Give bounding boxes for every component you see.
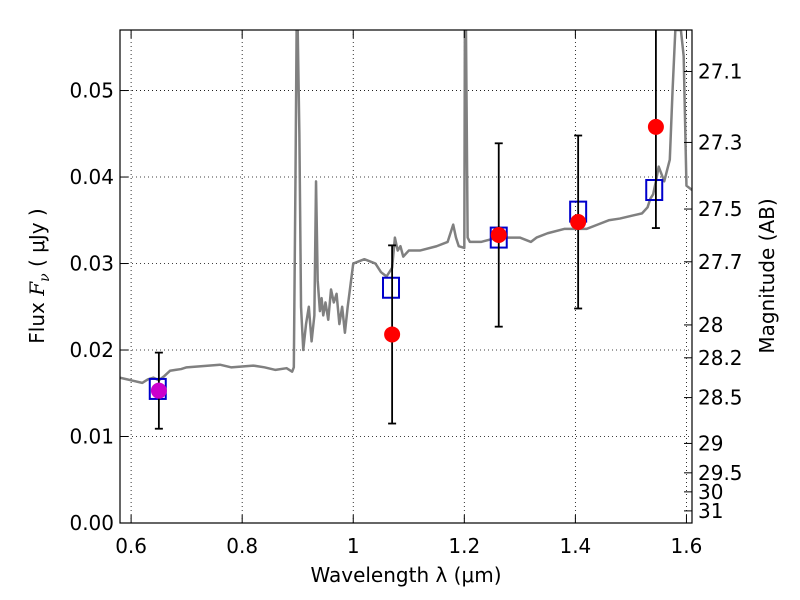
y-axis-title-units: ( μJy ): [25, 208, 49, 273]
right-tick-label: 29: [698, 431, 723, 455]
axis-ticks: 0.6 0.8 1 1.2 1.4 1.6 0.00 0.01 0.02 0.03 0.04 0.05…: [69, 30, 743, 558]
right-tick-label: 27.5: [698, 197, 743, 221]
right-tick-label: 27.1: [698, 60, 743, 84]
x-tick-label: 1.6: [671, 534, 703, 558]
y-tick-label: 0.00: [69, 511, 114, 535]
x-tick-label: 0.6: [115, 534, 147, 558]
sed-model-line: [120, 30, 692, 385]
right-tick-label: 27.3: [698, 130, 743, 154]
observed-photometry-point: [490, 226, 507, 243]
right-tick-label: 30: [698, 480, 723, 504]
right-tick-label: 27.7: [698, 250, 743, 274]
observed-photometry-point: [150, 382, 167, 399]
right-tick-label: 28: [698, 313, 723, 337]
x-tick-label: 1.2: [448, 534, 480, 558]
y-axis-title: Flux Fν ( μJy ): [25, 208, 53, 343]
observed-photometry-point: [647, 118, 664, 135]
right-tick-label: 28.2: [698, 346, 743, 370]
y-tick-label: 0.02: [69, 338, 114, 362]
y-axis-title-symbol: F: [25, 281, 49, 297]
right-tick-label: 28.5: [698, 386, 743, 410]
observed-photometry-point: [384, 326, 401, 343]
right-tick-label: 31: [698, 499, 723, 523]
y-tick-label: 0.04: [69, 165, 114, 189]
x-tick-label: 1: [347, 534, 360, 558]
observed-photometry-point: [570, 214, 587, 231]
x-axis-title: Wavelength λ (μm): [310, 563, 501, 587]
plot-area: [120, 30, 692, 430]
y-axis-title-subscript: ν: [37, 273, 53, 282]
x-tick-label: 1.4: [559, 534, 591, 558]
model-photometry-square: [645, 179, 664, 202]
y-axis-title-prefix: Flux: [25, 296, 49, 344]
y-tick-label: 0.05: [69, 79, 114, 103]
model-photometry-square: [382, 276, 401, 299]
y-tick-label: 0.03: [69, 252, 114, 276]
right-axis-title: Magnitude (AB): [755, 198, 779, 353]
y-tick-label: 0.01: [69, 425, 114, 449]
x-tick-label: 0.8: [226, 534, 258, 558]
right-tick-label: 29.5: [698, 461, 743, 485]
plot-frame: [119, 29, 693, 524]
